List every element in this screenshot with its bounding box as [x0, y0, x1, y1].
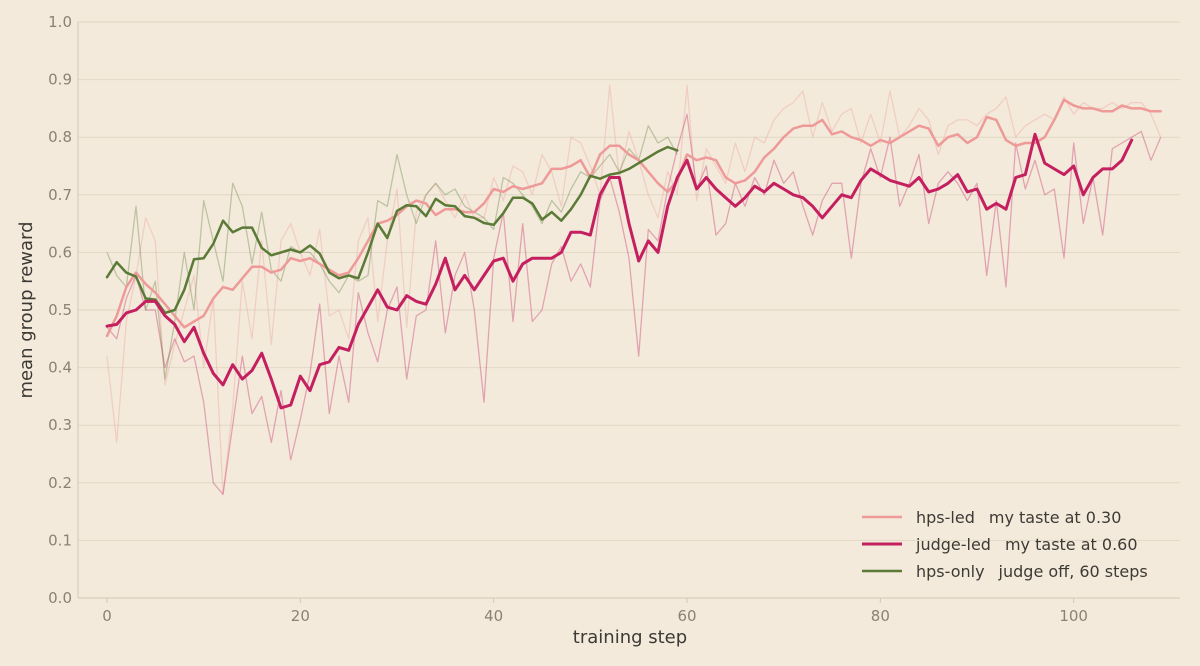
y-tick-label-0-5: 0.5 [48, 301, 72, 319]
x-tick-label-0: 0 [102, 607, 112, 625]
legend-note-judge-led: my taste at 0.60 [1005, 535, 1138, 554]
raw-line-hps-led [106, 84, 1162, 495]
legend-series-name-hps-led: hps-led [916, 508, 975, 527]
x-tick-label-40: 40 [484, 607, 503, 625]
y-tick-label-1-0: 1.0 [48, 13, 72, 31]
y-tick-label-0-6: 0.6 [48, 243, 72, 261]
y-tick-label-0-0: 0.0 [48, 589, 72, 607]
legend-series-name-hps-only: hps-only [916, 562, 985, 581]
legend-note-hps-led: my taste at 0.30 [989, 508, 1122, 527]
raw-line-judge-led [106, 113, 1162, 495]
smoothed-series-layer [105, 98, 1162, 410]
tick-labels: 0.0 0.1 0.2 0.3 0.4 0.5 0.6 0.7 0.8 0.9 1.0 0 20 40 60… [48, 13, 1088, 625]
gridlines [77, 21, 1180, 603]
smoothed-line-judge-led [105, 132, 1134, 410]
legend-label-hps-led: hps-led my taste at 0.30 [916, 508, 1121, 527]
raw-line-hps-only [106, 125, 678, 380]
y-tick-label-0-8: 0.8 [48, 128, 72, 146]
x-tick-label-80: 80 [871, 607, 890, 625]
x-tick-label-100: 100 [1059, 607, 1088, 625]
y-axis-label: mean group reward [16, 221, 37, 398]
x-tick-label-60: 60 [677, 607, 696, 625]
legend-label-judge-led: judge-led my taste at 0.60 [915, 535, 1138, 554]
raw-series-layer [106, 84, 1162, 495]
legend-note-hps-only: judge off, 60 steps [998, 562, 1148, 581]
y-tick-label-0-2: 0.2 [48, 474, 72, 492]
y-tick-label-0-3: 0.3 [48, 416, 72, 434]
legend-series-name-judge-led: judge-led [915, 535, 991, 554]
legend-label-hps-only: hps-only judge off, 60 steps [916, 562, 1148, 581]
x-tick-label-20: 20 [291, 607, 310, 625]
y-tick-label-0-7: 0.7 [48, 186, 72, 204]
smoothed-line-hps-only [105, 145, 679, 315]
smoothed-line-hps-led [105, 98, 1162, 338]
y-tick-label-0-4: 0.4 [48, 359, 72, 377]
y-tick-label-0-9: 0.9 [48, 71, 72, 89]
x-axis-label: training step [573, 627, 687, 648]
legend: hps-led my taste at 0.30 judge-led my tast… [862, 508, 1148, 581]
y-tick-label-0-1: 0.1 [48, 531, 72, 549]
